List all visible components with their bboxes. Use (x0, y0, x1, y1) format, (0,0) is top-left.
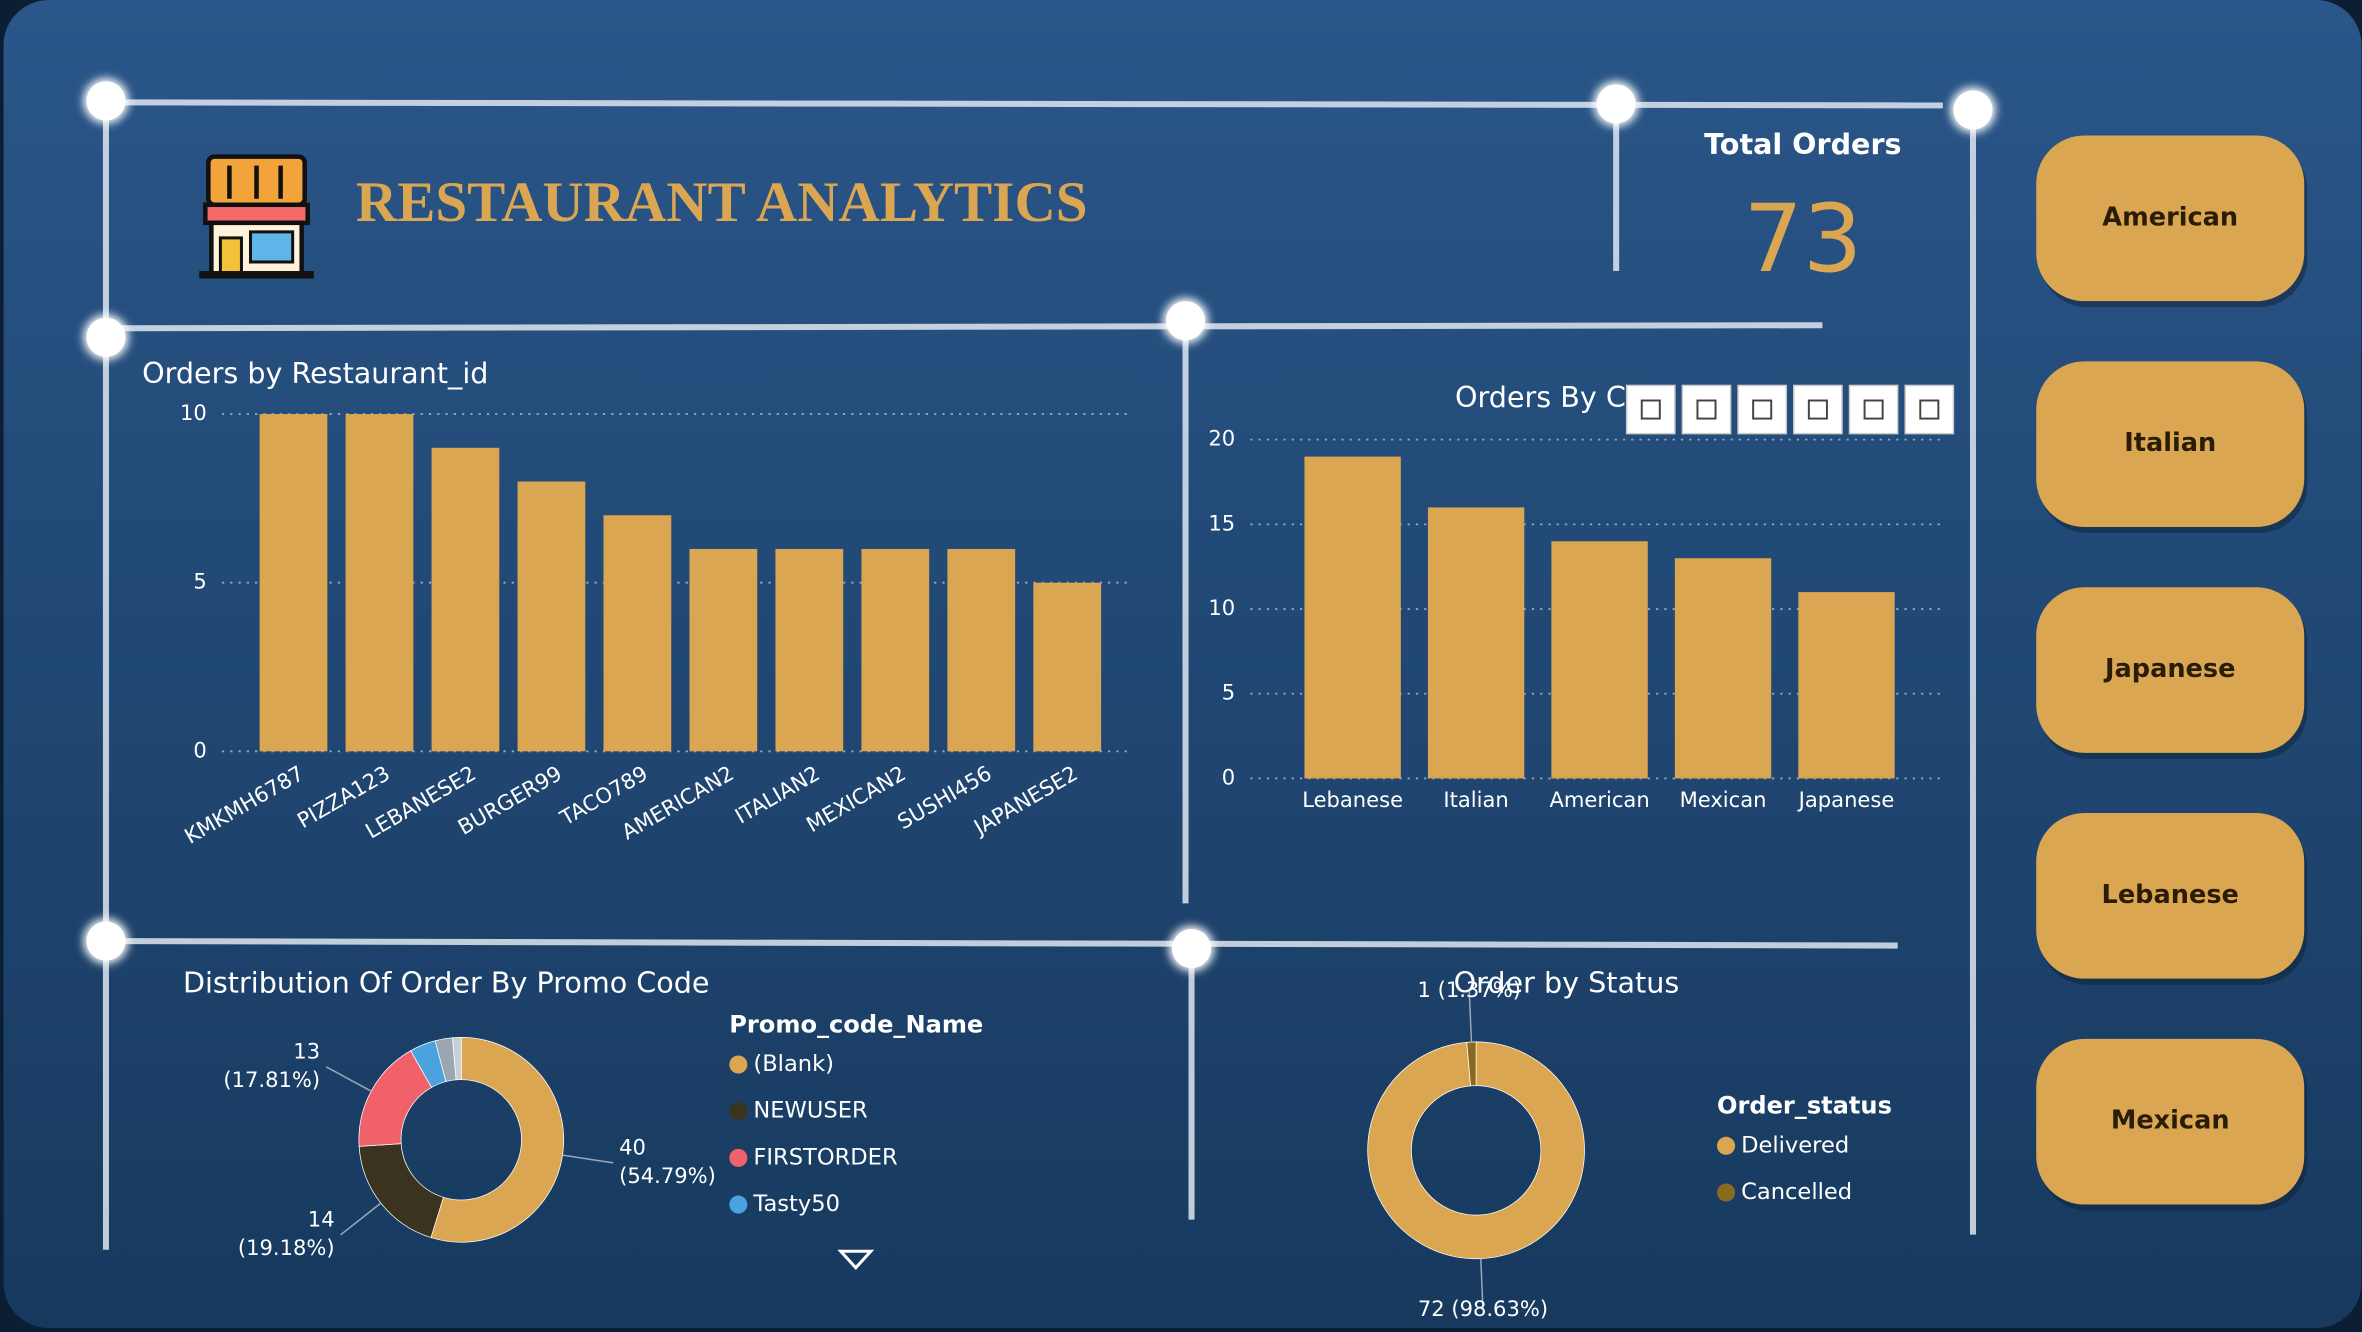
y-tick-label: 0 (193, 737, 206, 762)
chart-title: Orders By Cu (1455, 380, 1644, 414)
bar (689, 548, 758, 752)
chart-title: Order by Status (1454, 966, 1680, 1000)
chart-title: Orders by Restaurant_id (142, 356, 488, 390)
x-tick-label: Japanese (1797, 787, 1895, 812)
visual-toolbar (1625, 384, 1955, 435)
background (3, 0, 2362, 1328)
toolbar-icon (1640, 399, 1661, 420)
slicer-button[interactable] (2036, 1038, 2305, 1205)
legend-swatch (729, 1102, 748, 1121)
legend-swatch (1717, 1183, 1736, 1202)
data-label: 72 (98.63%) (1418, 1296, 1548, 1321)
legend-swatch (729, 1055, 748, 1074)
bar (603, 515, 672, 752)
toolbar-button[interactable] (1848, 384, 1899, 435)
bar (1427, 507, 1525, 779)
donut-slice (1466, 1041, 1477, 1087)
legend-label[interactable]: Tasty50 (752, 1191, 840, 1217)
bar (345, 414, 414, 752)
slicer-button-label[interactable]: Lebanese (2102, 880, 2239, 910)
label-leader (340, 1202, 382, 1236)
label-leader (1480, 1258, 1484, 1310)
bar (1033, 582, 1102, 752)
y-tick-label: 5 (193, 569, 206, 594)
toolbar-icon (1919, 399, 1940, 420)
toolbar-icon (1863, 399, 1884, 420)
label-leader (325, 1066, 372, 1092)
logo (199, 154, 314, 279)
toolbar-button[interactable] (1681, 384, 1732, 435)
x-tick-label: Italian (1443, 787, 1508, 812)
bar (775, 548, 844, 752)
toolbar-button[interactable] (1737, 384, 1788, 435)
toolbar-button[interactable] (1904, 384, 1955, 435)
data-label: (17.81%) (223, 1067, 320, 1092)
slicer-button[interactable] (2036, 361, 2305, 527)
legend-title: Promo_code_Name (729, 1010, 983, 1038)
kpi-value: 73 (1743, 185, 1862, 294)
y-tick-label: 10 (1208, 595, 1235, 620)
bar (431, 447, 500, 752)
kpi-label: Total Orders (1704, 127, 1901, 161)
legend-title: Order_status (1717, 1092, 1892, 1120)
label-leader (562, 1154, 614, 1164)
toolbar-icon (1696, 399, 1717, 420)
legend-label[interactable]: FIRSTORDER (753, 1144, 898, 1170)
dashboard-title: RESTAURANT ANALYTICS (356, 171, 1088, 234)
toolbar-icon (1807, 399, 1828, 420)
y-tick-label: 15 (1208, 510, 1235, 535)
chart-title: Distribution Of Order By Promo Code (183, 966, 710, 1000)
legend-label[interactable]: (Blank) (753, 1051, 834, 1077)
frame-nodes (83, 78, 1996, 972)
slicer-button[interactable] (2036, 135, 2305, 302)
bar (1674, 558, 1772, 779)
slicer-button-label[interactable]: Italian (2124, 428, 2216, 458)
x-tick-label: American (1549, 787, 1649, 812)
slicer-button-label[interactable]: Mexican (2111, 1106, 2230, 1136)
bar (861, 548, 930, 752)
label-leader (1468, 990, 1473, 1043)
legend-scroll[interactable] (837, 1249, 875, 1271)
data-label: (54.79%) (619, 1163, 716, 1188)
bar (1798, 592, 1895, 779)
data-label: 14 (308, 1207, 335, 1232)
bar (947, 548, 1016, 752)
legend-label[interactable]: Cancelled (1741, 1179, 1852, 1205)
y-tick-label: 5 (1222, 680, 1235, 705)
bar (1551, 541, 1648, 779)
bar (259, 414, 328, 752)
legend-swatch (1717, 1136, 1736, 1155)
y-tick-label: 10 (180, 400, 207, 425)
donut-slice (452, 1037, 462, 1081)
donut-slice (1367, 1041, 1585, 1260)
legend-swatch (729, 1195, 748, 1214)
slicer-button-label[interactable]: American (2102, 202, 2238, 232)
legend-label[interactable]: Delivered (1741, 1132, 1849, 1158)
data-label: 1 (1.37%) (1418, 977, 1521, 1002)
x-tick-label: Lebanese (1302, 787, 1403, 812)
y-tick-label: 20 (1208, 426, 1235, 451)
slicer-button[interactable] (2036, 587, 2305, 753)
x-tick-label: Mexican (1680, 787, 1767, 812)
toolbar-button[interactable] (1625, 384, 1676, 435)
bar (1304, 456, 1401, 779)
donut-slice (430, 1037, 565, 1243)
slicer-button-label[interactable]: Japanese (2103, 654, 2235, 684)
data-label: 13 (293, 1039, 320, 1064)
legend-label[interactable]: NEWUSER (753, 1098, 868, 1124)
toolbar-icon (1752, 399, 1773, 420)
slicer-button[interactable] (2036, 813, 2305, 979)
y-tick-label: 0 (1222, 764, 1235, 789)
bar (517, 481, 586, 752)
toolbar-button[interactable] (1793, 384, 1843, 435)
legend-swatch (729, 1148, 748, 1167)
data-label: 40 (619, 1135, 646, 1160)
data-label: (19.18%) (238, 1235, 335, 1260)
